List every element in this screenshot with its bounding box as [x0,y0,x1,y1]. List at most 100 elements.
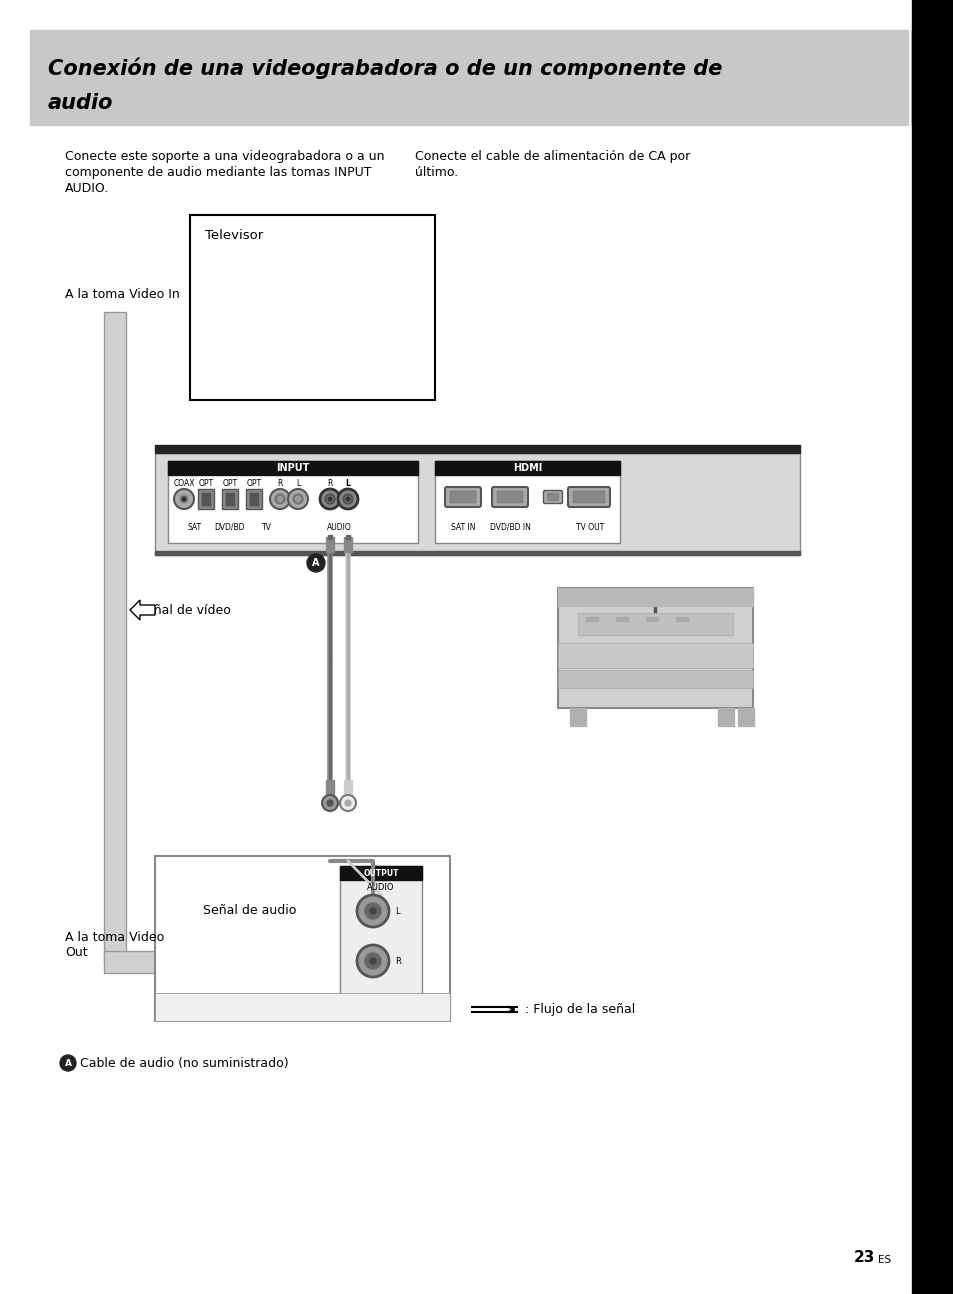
Text: Cable de audio (no suministrado): Cable de audio (no suministrado) [80,1056,289,1070]
Text: Videograbadora, reproductor de CD: Videograbadora, reproductor de CD [191,1000,414,1013]
Text: OPT: OPT [198,479,213,488]
Bar [911,30,953,126]
Circle shape [274,494,285,503]
Bar [328,534,332,540]
Bar [569,708,585,726]
Text: HDMI: HDMI [513,463,541,474]
Bar [558,643,752,668]
Bar [738,708,753,726]
Circle shape [325,494,335,503]
Circle shape [345,497,350,502]
Circle shape [356,945,389,977]
Bar [718,708,733,726]
Bar [154,992,450,1021]
Circle shape [277,497,282,502]
Text: Señal de audio: Señal de audio [203,905,296,917]
Circle shape [325,494,335,503]
Circle shape [339,795,355,811]
Bar [225,492,234,506]
Text: Conecte este soporte a una videograbadora o a un: Conecte este soporte a una videograbador… [65,150,384,163]
Circle shape [337,489,357,509]
FancyBboxPatch shape [492,487,527,507]
Text: A la toma Video In: A la toma Video In [65,289,179,302]
Bar [154,551,800,555]
Bar [249,492,258,506]
Text: OPT: OPT [222,479,237,488]
Text: Señal de vídeo: Señal de vídeo [138,603,231,616]
Bar [222,489,237,509]
FancyBboxPatch shape [444,487,480,507]
Text: último.: último. [415,166,457,179]
Circle shape [370,908,375,914]
Circle shape [293,494,303,503]
Bar [585,617,598,621]
Bar [645,617,658,621]
Circle shape [60,1055,76,1071]
Bar [190,215,435,400]
Bar [435,461,619,543]
Circle shape [322,795,337,811]
Bar [104,312,126,961]
Text: L: L [395,907,399,915]
Circle shape [343,494,353,503]
Text: R: R [277,479,282,488]
Bar [246,489,262,509]
Bar [344,537,352,553]
Bar [435,461,619,475]
Circle shape [180,496,188,503]
Circle shape [288,489,308,509]
Circle shape [370,958,375,964]
Bar [558,587,752,708]
Circle shape [182,497,186,501]
Bar [30,30,907,126]
Bar [201,492,211,506]
Text: TV OUT: TV OUT [576,523,603,532]
Text: R: R [327,479,333,488]
Bar [168,461,417,543]
Text: INPUT: INPUT [276,463,310,474]
Circle shape [328,497,332,501]
Circle shape [365,903,380,919]
Text: A: A [312,558,319,568]
Circle shape [295,497,300,502]
Text: componente de audio mediante las tomas INPUT: componente de audio mediante las tomas I… [65,166,371,179]
Text: A: A [65,1058,71,1068]
Bar [154,453,800,555]
Bar [676,617,687,621]
Text: OUTPUT: OUTPUT [363,868,398,877]
Text: SAT: SAT [188,523,202,532]
Bar [344,780,352,800]
FancyBboxPatch shape [547,493,558,501]
FancyBboxPatch shape [450,490,476,503]
Text: A la toma Video
Out: A la toma Video Out [65,930,164,959]
Text: L: L [345,479,350,488]
Bar [326,780,334,800]
Text: : Flujo de la señal: : Flujo de la señal [524,1003,635,1016]
Bar [346,534,350,540]
Text: DVD/BD IN: DVD/BD IN [489,523,530,532]
Bar [168,461,417,475]
Text: SAT IN: SAT IN [450,523,475,532]
Circle shape [356,895,389,927]
Text: AUDIO.: AUDIO. [65,182,110,195]
Text: L: L [295,479,300,488]
Bar [339,866,421,998]
Circle shape [307,554,325,572]
Circle shape [173,489,193,509]
Text: Conecte el cable de alimentación de CA por: Conecte el cable de alimentación de CA p… [415,150,690,163]
Circle shape [327,497,333,502]
Polygon shape [130,600,154,620]
FancyBboxPatch shape [567,487,609,507]
Bar [154,445,800,453]
Text: Televisor: Televisor [205,229,263,242]
FancyBboxPatch shape [543,490,562,503]
Text: TV: TV [262,523,272,532]
FancyBboxPatch shape [497,490,522,503]
Bar [326,537,334,553]
Text: ES: ES [877,1255,890,1266]
Bar [154,857,450,1021]
FancyBboxPatch shape [573,490,604,503]
Bar [911,0,953,1294]
Text: AUDIO: AUDIO [367,884,395,893]
Bar [339,866,421,880]
